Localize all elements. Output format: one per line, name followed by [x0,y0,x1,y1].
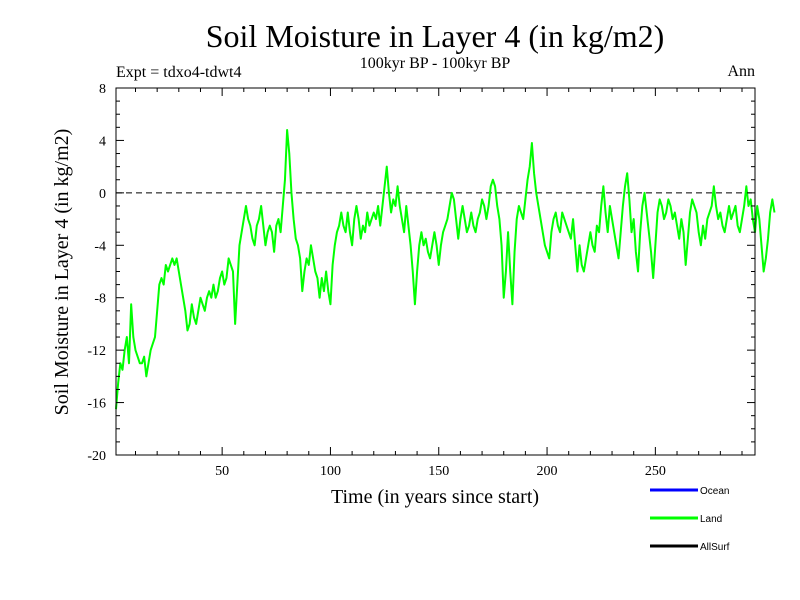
axes-layer: 50 100 150 200 250 -20 -16 -12 -8 -4 0 4 8 [87,82,756,479]
x-tick-label: 250 [645,464,666,479]
x-tick-label: 50 [215,464,229,479]
plot-frame [115,87,756,456]
x-axis-label: Time (in years since start) [331,486,539,508]
y-tick-label: 8 [99,82,106,97]
y-tick-label: -16 [87,397,106,412]
x-tick-label: 100 [320,464,341,479]
x-tick-label: 150 [428,464,449,479]
legend-label-land: Land [700,514,722,525]
series-line-land [115,128,776,410]
legend-label-allsurf: AllSurf [700,542,730,553]
season-label: Ann [727,63,755,80]
series-layer [115,128,776,410]
legend: Ocean Land AllSurf [650,486,730,553]
chart-title: Soil Moisture in Layer 4 (in kg/m2) [206,18,665,54]
y-tick-label: 0 [99,187,106,202]
legend-label-ocean: Ocean [700,486,729,497]
expt-label: Expt = tdxo4-tdwt4 [116,64,241,81]
y-tick-label: -8 [94,292,106,307]
y-tick-label: 4 [99,134,106,149]
x-tick-label: 200 [537,464,558,479]
chart-subtitle: 100kyr BP - 100kyr BP [360,55,511,72]
y-tick-label: -12 [87,344,106,359]
y-axis-label: Soil Moisture in Layer 4 (in kg/m2) [51,129,73,416]
y-tick-label: -4 [94,239,106,254]
y-tick-label: -20 [87,449,106,464]
